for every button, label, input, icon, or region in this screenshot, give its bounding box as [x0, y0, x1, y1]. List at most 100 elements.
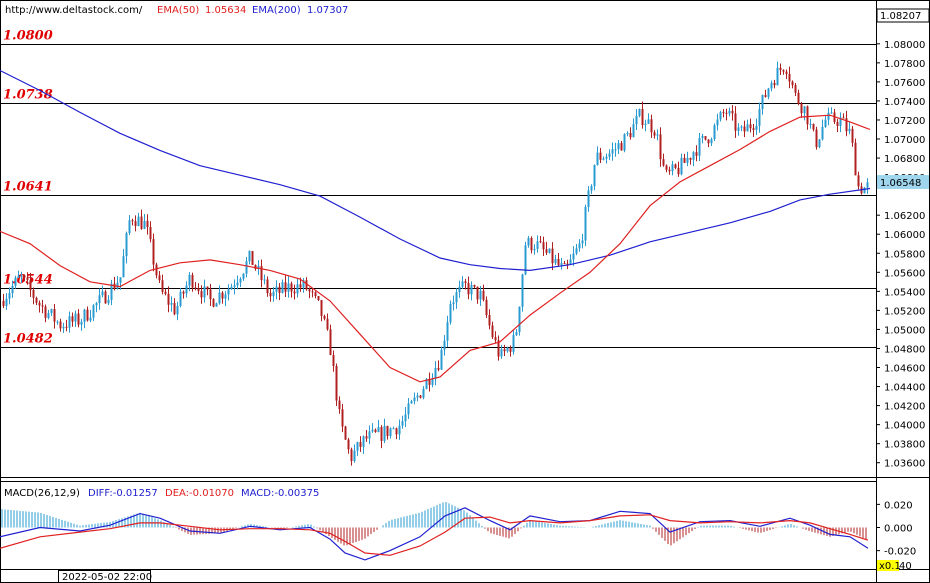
candle-body [362, 436, 365, 447]
price-tick-label-20: 1.03800 [884, 440, 925, 451]
candle-body [653, 132, 656, 136]
candle-body [521, 274, 524, 307]
candle-body [857, 175, 860, 187]
candle-body [566, 263, 569, 265]
candle-body [20, 275, 23, 277]
candle-body [326, 318, 329, 330]
candle-body [110, 283, 113, 300]
candle-body [569, 259, 572, 265]
candle-body [470, 284, 473, 295]
candle-body [224, 294, 227, 299]
candlesticks [2, 61, 869, 466]
candle-body [134, 221, 137, 227]
candle-body [38, 302, 41, 306]
candle-body [794, 85, 797, 93]
candle-body [554, 258, 557, 264]
candle-body [854, 142, 857, 176]
candle-body [245, 261, 248, 274]
candle-body [71, 316, 74, 322]
price-tick-label-6: 1.06800 [884, 154, 925, 165]
candle-body [710, 139, 713, 144]
candle-body [284, 282, 287, 292]
candle-body [80, 321, 83, 325]
candle-body [479, 290, 482, 300]
candle-body [866, 182, 869, 188]
candle-body [272, 291, 275, 297]
macd-dea-line [0, 514, 869, 556]
candle-body [221, 292, 224, 299]
candle-body [140, 216, 143, 229]
current-price-tag [877, 175, 929, 190]
candle-body [254, 265, 257, 270]
price-tick-label-12: 1.05400 [884, 287, 925, 298]
candle-body [614, 149, 617, 151]
candle-body [536, 241, 539, 249]
candle-body [380, 427, 383, 441]
candle-body [542, 242, 545, 250]
candle-body [419, 395, 422, 398]
candle-body [587, 190, 590, 208]
price-axis-ticks: 1.08000 1.07800 1.07600 1.07400 1.07200 1.070… [876, 40, 925, 470]
candle-body [530, 237, 533, 251]
candle-body [5, 298, 8, 306]
candle-body [575, 248, 578, 254]
candle-body [311, 291, 314, 293]
candle-body [77, 313, 80, 325]
candle-body [500, 349, 503, 357]
candle-body [545, 249, 548, 253]
candle-body [212, 299, 215, 307]
candle-body [509, 347, 512, 352]
site-url[interactable]: http://www.deltastock.com/ [5, 5, 143, 16]
candle-body [551, 248, 554, 264]
candle-body [317, 295, 320, 300]
candle-body [746, 124, 749, 132]
candle-body [8, 293, 11, 299]
candle-body [785, 71, 788, 74]
candle-body [131, 220, 134, 222]
candle-body [233, 285, 236, 287]
price-tick-label-3: 1.07400 [884, 97, 925, 108]
candle-body [506, 347, 509, 352]
candle-body [527, 237, 530, 246]
level-label-2: 1.0641 [3, 180, 53, 195]
candle-body [719, 112, 722, 120]
candle-body [662, 159, 665, 166]
candle-body [827, 112, 830, 120]
candle-body [56, 321, 59, 323]
price-tick-label-19: 1.04000 [884, 421, 925, 432]
candle-body [812, 123, 815, 130]
candle-body [101, 291, 104, 296]
candle-body [722, 112, 725, 114]
candle-body [335, 365, 338, 401]
candle-body [767, 88, 770, 97]
ema200-label: EMA(200) [252, 5, 301, 16]
candle-body [305, 280, 308, 290]
candle-body [482, 290, 485, 300]
candle-body [149, 227, 152, 240]
candle-body [773, 82, 776, 86]
candle-body [173, 303, 176, 315]
candle-body [659, 134, 662, 160]
candle-body [548, 248, 551, 253]
candle-body [848, 128, 851, 132]
candle-body [353, 450, 356, 461]
macd-dea-label: DEA:-0.01070 [165, 488, 234, 499]
candle-body [821, 126, 824, 140]
candle-body [293, 291, 296, 294]
candle-body [692, 152, 695, 160]
ema50-line [0, 114, 871, 383]
candle-body [281, 282, 284, 293]
candle-body [89, 317, 92, 321]
price-tick-label-1: 1.07800 [884, 59, 925, 70]
candle-body [257, 265, 260, 270]
candle-body [806, 106, 809, 125]
candle-body [845, 118, 848, 132]
candle-body [74, 313, 77, 322]
candle-body [686, 157, 689, 163]
level-label-0: 1.0800 [3, 29, 53, 44]
candle-body [35, 297, 38, 303]
candle-body [152, 239, 155, 265]
candle-body [797, 92, 800, 104]
candle-body [332, 355, 335, 366]
candle-body [17, 275, 20, 278]
